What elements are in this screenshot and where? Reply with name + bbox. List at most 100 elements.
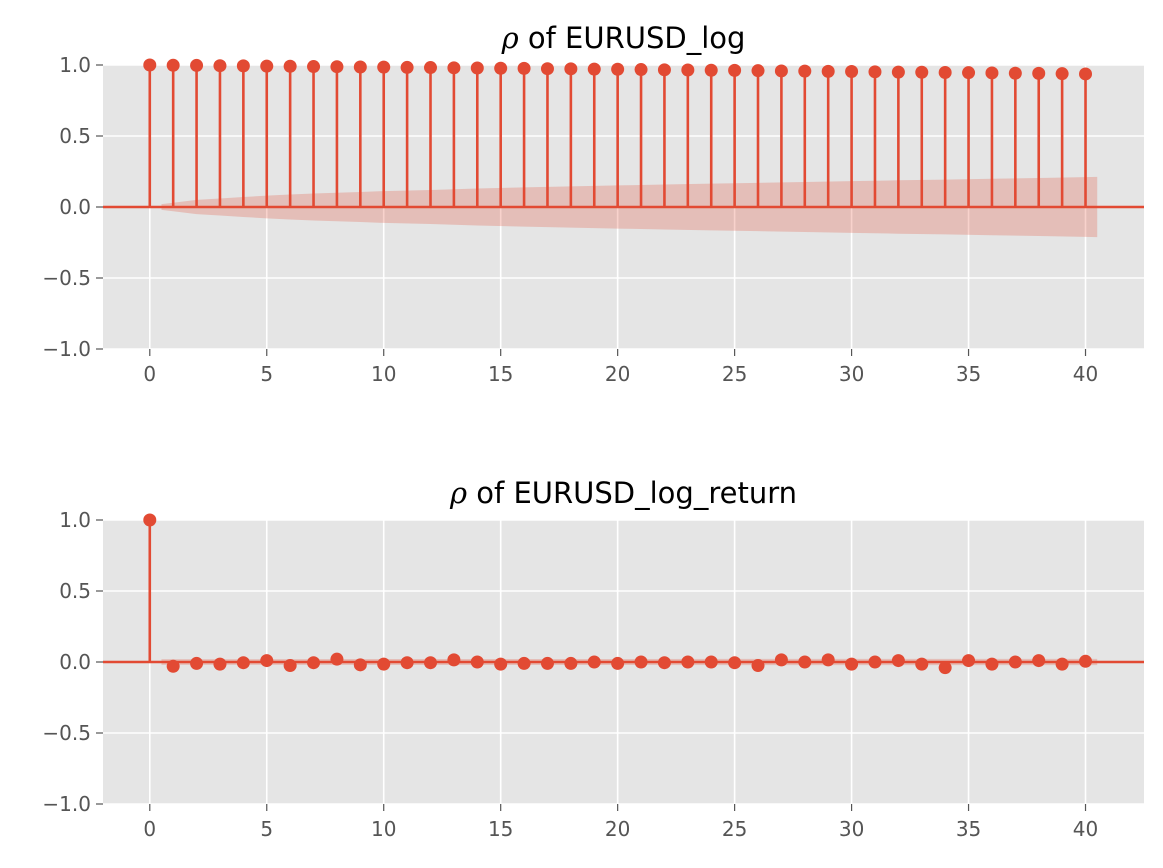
point-lag-40: [1079, 654, 1093, 668]
point-lag-0: [143, 513, 157, 527]
acf-panel-eurusd-log-return: 1.0 0.5 0.0 −0.5 −1.0 0 5 10 15 20 25 30 35 40 ρ of …: [42, 476, 1144, 841]
x-axis-ticks: 0 5 10 15 20 25 30 35 40: [143, 804, 1098, 841]
point-lag-19: [587, 655, 601, 669]
point-lag-20: [611, 656, 625, 670]
point-lag-30: [845, 65, 859, 79]
x-tick-label: 20: [605, 362, 630, 386]
x-tick-label: 25: [722, 817, 747, 841]
point-lag-23: [681, 63, 695, 77]
point-lag-19: [587, 62, 601, 76]
point-lag-22: [657, 656, 671, 670]
point-lag-30: [845, 657, 859, 671]
x-tick-label: 25: [722, 362, 747, 386]
point-lag-16: [517, 61, 531, 75]
point-lag-29: [821, 653, 835, 667]
point-lag-5: [260, 59, 274, 73]
y-tick-label: 0.0: [59, 195, 91, 219]
point-lag-4: [236, 656, 250, 670]
point-lag-33: [915, 65, 929, 79]
point-lag-34: [938, 661, 952, 675]
point-lag-18: [564, 62, 578, 76]
point-lag-10: [377, 657, 391, 671]
point-lag-39: [1055, 657, 1069, 671]
x-tick-label: 35: [956, 362, 981, 386]
point-lag-12: [424, 656, 438, 670]
point-lag-16: [517, 656, 531, 670]
x-tick-label: 0: [143, 362, 156, 386]
point-lag-14: [470, 655, 484, 669]
y-tick-label: 1.0: [59, 53, 91, 77]
point-lag-25: [728, 656, 742, 670]
point-lag-15: [494, 657, 508, 671]
chart-title: ρ of EURUSD_log_return: [449, 476, 797, 510]
point-lag-22: [657, 63, 671, 77]
x-tick-label: 35: [956, 817, 981, 841]
point-lag-36: [985, 66, 999, 80]
point-lag-11: [400, 656, 414, 670]
y-axis-ticks: 1.0 0.5 0.0 −0.5 −1.0: [42, 508, 103, 816]
y-axis-ticks: 1.0 0.5 0.0 −0.5 −1.0: [42, 53, 103, 361]
point-lag-26: [751, 64, 765, 78]
x-tick-label: 5: [260, 817, 273, 841]
point-lag-24: [704, 63, 718, 77]
point-lag-21: [634, 655, 648, 669]
y-tick-label: 1.0: [59, 508, 91, 532]
point-lag-11: [400, 60, 414, 74]
point-lag-36: [985, 657, 999, 671]
point-lag-3: [213, 657, 227, 671]
point-lag-38: [1032, 66, 1046, 80]
point-lag-10: [377, 60, 391, 74]
point-lag-32: [891, 654, 905, 668]
x-axis-ticks: 0 5 10 15 20 25 30 35 40: [143, 349, 1098, 386]
y-tick-label: 0.5: [59, 579, 91, 603]
point-lag-8: [330, 652, 344, 666]
title-symbol: ρ: [501, 21, 519, 55]
point-lag-35: [962, 654, 976, 668]
point-lag-39: [1055, 67, 1069, 81]
point-lag-38: [1032, 654, 1046, 668]
point-lag-31: [868, 655, 882, 669]
point-lag-24: [704, 655, 718, 669]
y-tick-label: −1.0: [42, 792, 91, 816]
point-lag-1: [166, 58, 180, 72]
point-lag-32: [891, 65, 905, 79]
title-text: of EURUSD_log: [519, 21, 746, 55]
point-lag-1: [166, 659, 180, 673]
y-tick-label: −0.5: [42, 266, 91, 290]
x-tick-label: 15: [488, 817, 513, 841]
point-lag-7: [307, 656, 321, 670]
point-lag-34: [938, 66, 952, 80]
point-lag-6: [283, 659, 297, 673]
title-text: of EURUSD_log_return: [467, 476, 797, 510]
point-lag-27: [774, 653, 788, 667]
x-tick-label: 20: [605, 817, 630, 841]
point-lag-13: [447, 61, 461, 75]
y-tick-label: 0.5: [59, 124, 91, 148]
point-lag-17: [540, 656, 554, 670]
x-tick-label: 40: [1073, 817, 1098, 841]
x-tick-label: 15: [488, 362, 513, 386]
point-lag-23: [681, 655, 695, 669]
point-lag-15: [494, 61, 508, 75]
point-lag-9: [353, 658, 367, 672]
point-lag-21: [634, 63, 648, 77]
point-lag-12: [424, 61, 438, 75]
point-lag-8: [330, 60, 344, 74]
point-lag-2: [190, 58, 204, 72]
y-tick-label: −0.5: [42, 721, 91, 745]
point-lag-40: [1079, 67, 1093, 81]
point-lag-17: [540, 62, 554, 76]
stems: [148, 65, 1087, 207]
x-tick-label: 30: [839, 362, 864, 386]
x-tick-label: 10: [371, 817, 396, 841]
point-lag-9: [353, 60, 367, 74]
point-lag-18: [564, 656, 578, 670]
y-tick-label: −1.0: [42, 337, 91, 361]
point-lag-29: [821, 64, 835, 78]
y-tick-label: 0.0: [59, 650, 91, 674]
x-tick-label: 5: [260, 362, 273, 386]
point-lag-13: [447, 653, 461, 667]
point-lag-7: [307, 60, 321, 74]
markers: [143, 58, 1093, 81]
